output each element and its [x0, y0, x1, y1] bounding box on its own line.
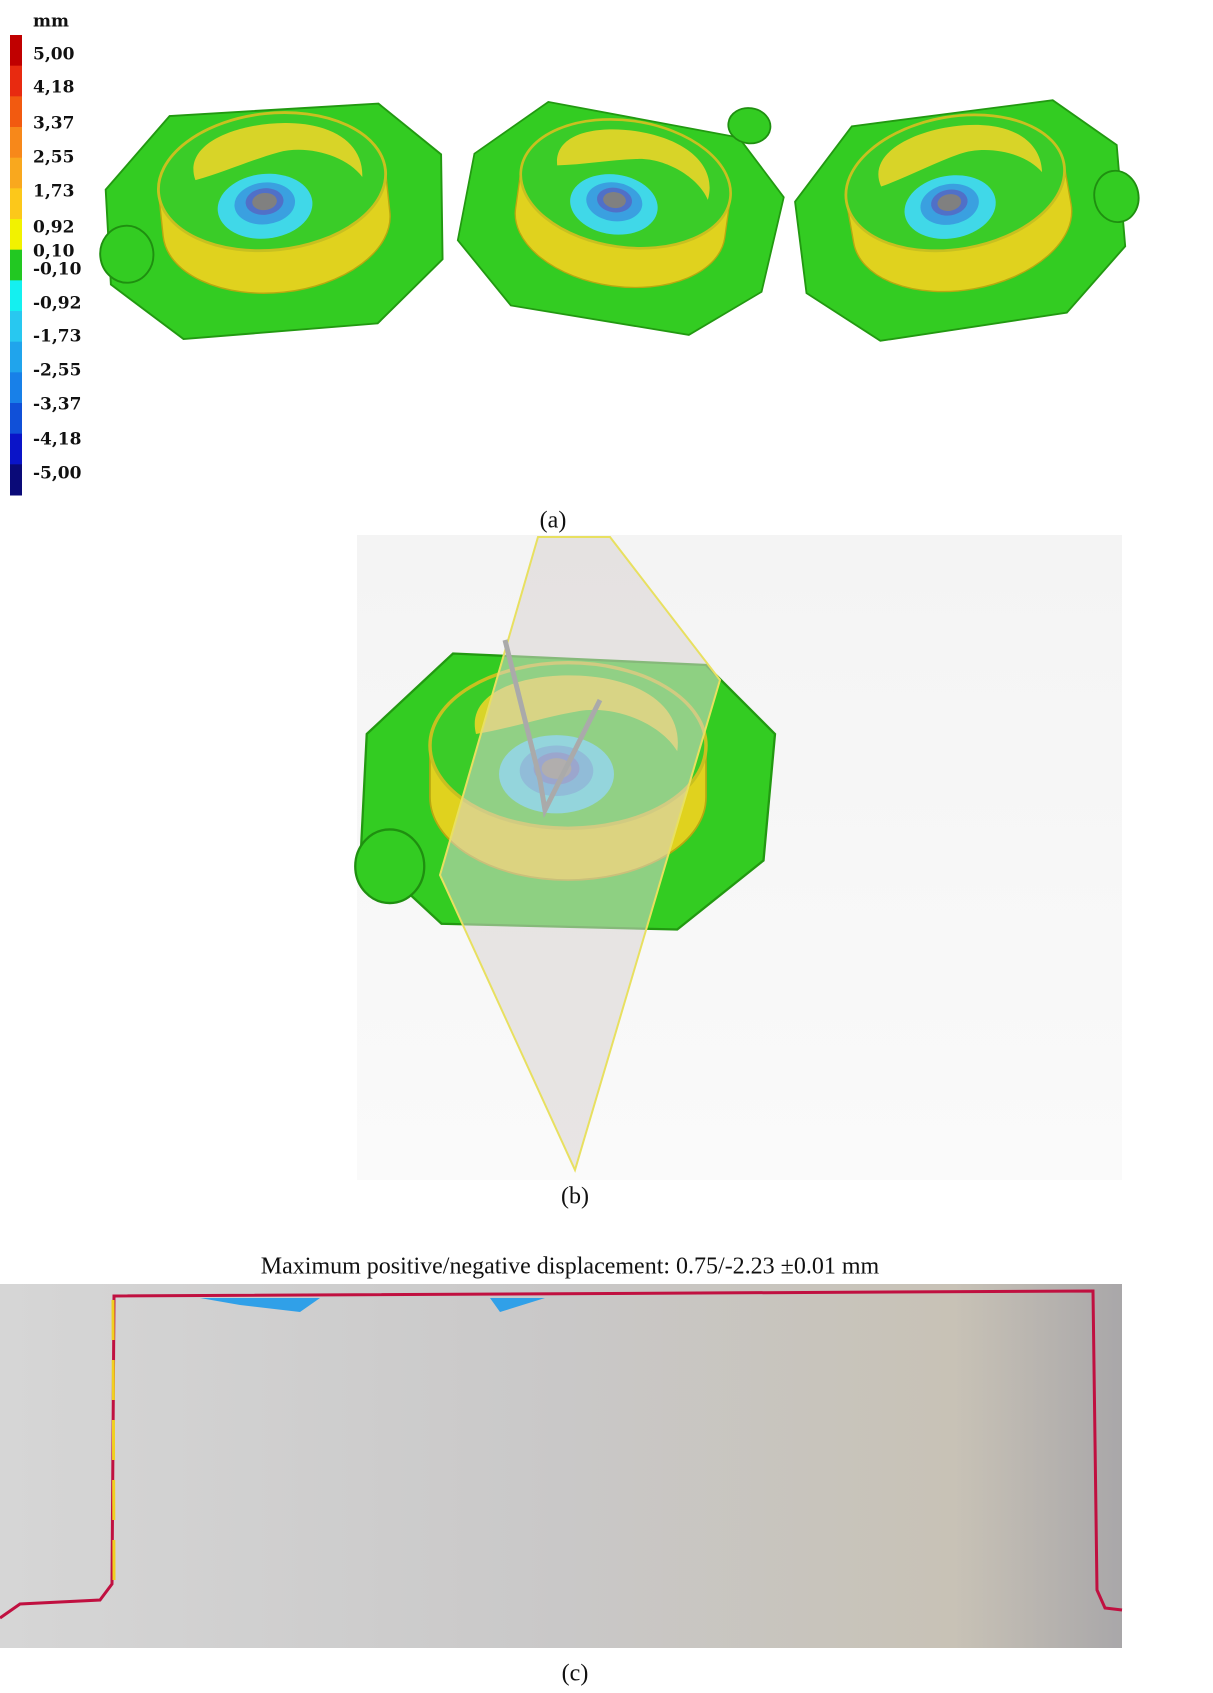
legend-label: -5,00	[33, 464, 82, 484]
legend-unit: mm	[33, 12, 69, 32]
legend-swatch	[10, 372, 22, 404]
legend-label: -0,10	[33, 260, 82, 280]
legend-label: 3,37	[33, 114, 74, 134]
legend-swatch	[10, 219, 22, 251]
legend-label: 4,18	[33, 78, 74, 98]
section-view	[0, 1284, 1122, 1648]
profile-line-positive	[111, 1299, 116, 1581]
panel-title: Maximum positive/negative displacement: …	[261, 1254, 880, 1280]
model-view	[447, 90, 794, 347]
section-line	[502, 639, 603, 818]
legend-swatch	[10, 127, 22, 159]
color-legend: 5,00 4,18 3,37 2,55 1,73 0,92 0,10-0,10 -0,92 -1…	[10, 35, 82, 496]
legend-label: -4,18	[33, 430, 81, 450]
legend-swatch	[10, 65, 22, 97]
legend-label: 1,73	[33, 182, 74, 202]
legend-label: 5,00	[33, 45, 75, 65]
legend-label: 0,92	[33, 218, 74, 238]
legend-swatch	[10, 96, 22, 128]
legend-label: -3,37	[33, 395, 81, 415]
legend-swatch	[10, 433, 22, 465]
legend-swatch	[10, 157, 22, 189]
model-view	[777, 80, 1146, 358]
caption: (c)	[562, 1661, 589, 1687]
legend-swatch	[10, 403, 22, 435]
legend-label: -2,55	[33, 361, 81, 381]
legend-swatch	[10, 341, 22, 373]
legend-label: 2,55	[33, 148, 74, 168]
legend-swatch	[10, 188, 22, 220]
legend-swatch	[10, 280, 22, 312]
legend-label: -0,92	[33, 294, 81, 314]
profile-line	[0, 1289, 1123, 1620]
legend-swatch	[10, 311, 22, 343]
caption: (a)	[540, 508, 567, 534]
deviation-patch	[200, 1298, 545, 1312]
legend-swatch	[10, 464, 22, 496]
legend-label: -1,73	[33, 327, 81, 347]
legend-swatch	[10, 249, 22, 281]
legend-swatch	[10, 35, 22, 67]
section-plane	[438, 536, 722, 1173]
model-view	[92, 86, 460, 353]
caption: (b)	[561, 1184, 589, 1210]
legend-label: 0,10	[33, 242, 75, 262]
model-view	[354, 651, 777, 932]
